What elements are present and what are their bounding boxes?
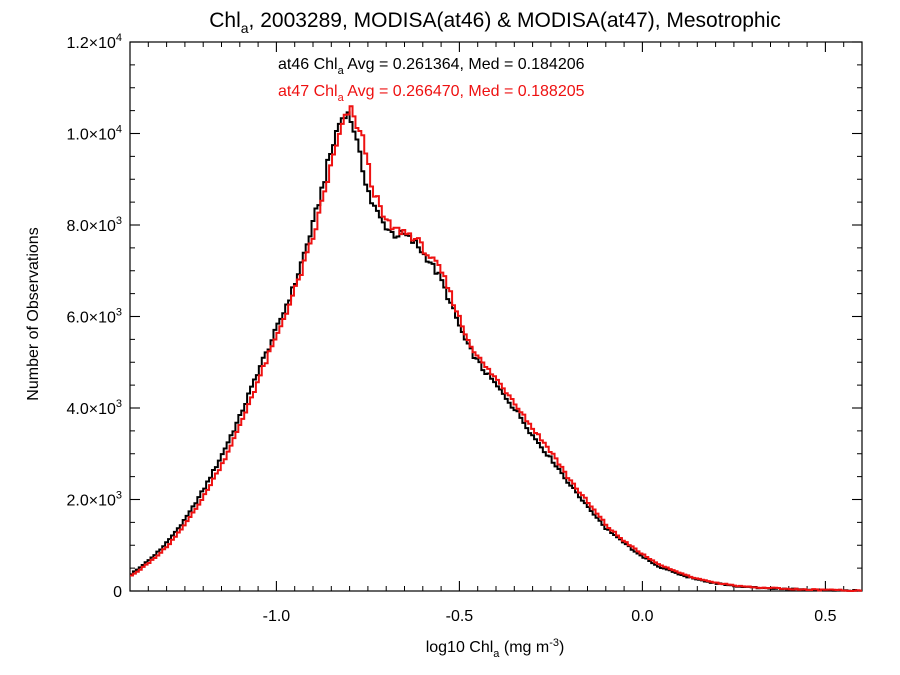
stats-at47-pre: at47 Chl: [278, 83, 338, 100]
y-tick-label: 2.0×103: [66, 490, 122, 510]
y-tick-times: ×10: [89, 401, 116, 418]
x-label-sup: -3: [549, 637, 559, 649]
y-tick-times: ×10: [89, 127, 116, 144]
y-tick-exponent: 4: [116, 32, 122, 44]
y-tick-label: 1.2×104: [66, 32, 122, 52]
series-stats-at47: at47 Chla Avg = 0.266470, Med = 0.188205: [278, 83, 585, 104]
stats-at47-sub: a: [338, 92, 345, 104]
x-axis-label: log10 Chla (mg m-3): [426, 637, 565, 660]
series-line-at46: [130, 111, 862, 592]
y-tick-exponent: 3: [116, 398, 122, 410]
chart-title: Chla, 2003289, MODISA(at46) & MODISA(at4…: [209, 9, 781, 36]
y-tick-exponent: 4: [116, 124, 122, 136]
y-axis-ticks: 02.0×1034.0×1036.0×1038.0×1031.0×1041.2×…: [66, 32, 862, 601]
series-stats-at46: at46 Chla Avg = 0.261364, Med = 0.184206: [278, 56, 585, 77]
y-tick-times: ×10: [89, 493, 116, 510]
y-tick-times: ×10: [89, 35, 116, 52]
y-tick-exponent: 3: [116, 490, 122, 502]
x-axis-ticks: -1.0 -0.5 0.0 0.5: [263, 42, 837, 625]
chart-title-sub: a: [241, 20, 249, 36]
y-tick-exponent: 3: [116, 215, 122, 227]
y-tick-label: 4.0×103: [66, 398, 122, 418]
stats-at46-post: Avg = 0.261364, Med = 0.184206: [344, 56, 585, 73]
stats-at46-sub: a: [338, 65, 345, 77]
y-tick-mantissa: 6.0: [66, 310, 88, 327]
y-tick-mantissa: 8.0: [66, 218, 88, 235]
y-tick-times: ×10: [89, 218, 116, 235]
y-axis-label: Number of Observations: [25, 227, 42, 400]
y-tick-mantissa: 2.0: [66, 493, 88, 510]
series-group: [130, 105, 862, 592]
y-tick-label: 6.0×103: [66, 307, 122, 327]
x-tick-label: 0.5: [814, 608, 836, 625]
x-label-sub: a: [493, 648, 500, 660]
chart-title-post: , 2003289, MODISA(at46) & MODISA(at47), …: [249, 9, 781, 32]
y-tick-label: 8.0×103: [66, 215, 122, 235]
y-tick-times: ×10: [89, 310, 116, 327]
x-tick-label: -0.5: [446, 608, 474, 625]
y-tick-label: 0: [113, 584, 122, 601]
plot-frame: [129, 41, 863, 592]
minor-ticks: [129, 42, 863, 591]
stats-at46-pre: at46 Chl: [278, 56, 338, 73]
chart-title-pre: Chl: [209, 9, 241, 32]
x-label-mid: (mg m: [499, 639, 549, 656]
x-tick-label: 0.0: [631, 608, 653, 625]
y-tick-mantissa: 1.0: [66, 127, 88, 144]
x-label-pre: log10 Chl: [426, 639, 494, 656]
x-label-post: ): [559, 639, 564, 656]
y-tick-mantissa: 4.0: [66, 401, 88, 418]
series-line-at47: [130, 105, 862, 592]
x-tick-label: -1.0: [263, 608, 291, 625]
plot-area: -1.0 -0.5 0.0 0.5 02.0×1034.0×1036.0×1038.0…: [66, 32, 863, 625]
y-tick-mantissa: 1.2: [66, 35, 88, 52]
y-tick-label: 1.0×104: [66, 124, 122, 144]
stats-at47-post: Avg = 0.266470, Med = 0.188205: [344, 83, 585, 100]
y-tick-exponent: 3: [116, 307, 122, 319]
